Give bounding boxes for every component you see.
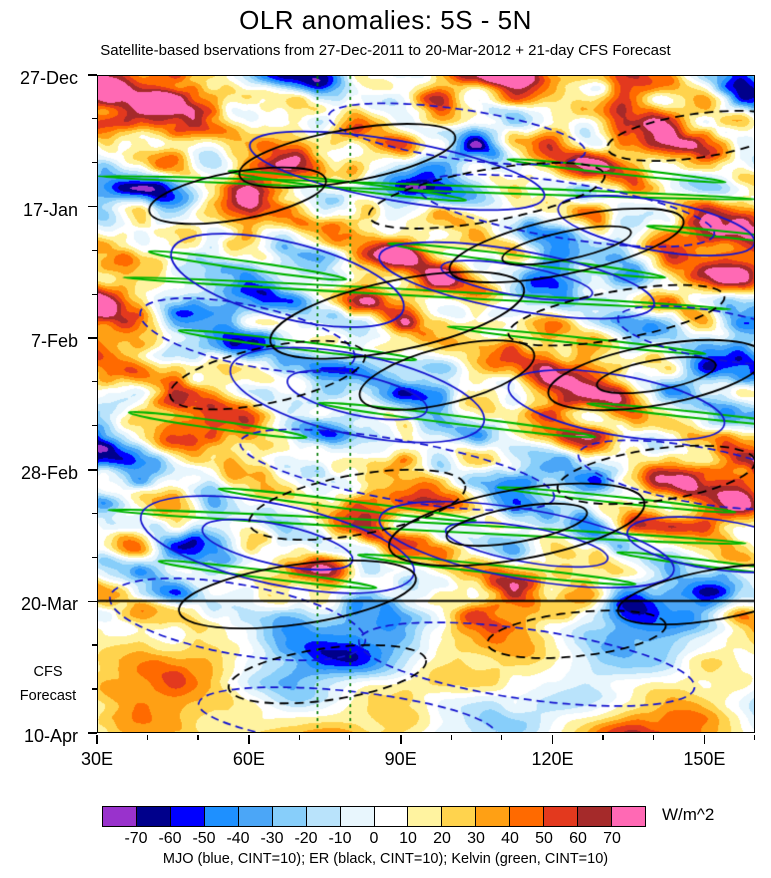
axis-tick xyxy=(551,734,554,744)
colorbar-cell xyxy=(203,807,238,826)
axis-tick xyxy=(399,734,402,744)
chart-subtitle: Satellite-based bservations from 27-Dec-… xyxy=(100,42,671,59)
colorbar-tick-label: -30 xyxy=(260,830,284,847)
colorbar-cell xyxy=(103,807,136,826)
axis-tick xyxy=(298,734,300,740)
axis-tick xyxy=(92,556,97,558)
colorbar-tick-label: -20 xyxy=(294,830,318,847)
axis-tick xyxy=(92,118,97,120)
colorbar-cell xyxy=(475,807,510,826)
colorbar-tick-label: 10 xyxy=(399,830,417,847)
colorbar-tick-label: -40 xyxy=(226,830,250,847)
colorbar-tick-label: 70 xyxy=(603,830,621,847)
axis-tick xyxy=(652,734,655,740)
colorbar-tick-label: 30 xyxy=(467,830,485,847)
y-tick-label: 10-Apr xyxy=(23,726,78,746)
y-tick-label: 7-Feb xyxy=(30,331,78,352)
colorbar xyxy=(102,806,646,827)
axis-tick xyxy=(703,734,706,744)
axis-tick xyxy=(96,734,98,744)
axis-tick xyxy=(92,512,97,515)
colorbar-cell xyxy=(543,807,578,826)
axis-tick xyxy=(501,734,503,740)
olr-anomaly-field-canvas xyxy=(98,76,754,732)
colorbar-tick-label: 0 xyxy=(369,830,379,847)
axis-tick xyxy=(754,734,756,740)
axis-tick xyxy=(92,381,97,383)
axis-tick xyxy=(450,734,452,740)
colorbar-tick-label: 20 xyxy=(433,830,451,847)
y-tick-label: 28-Feb xyxy=(20,462,78,483)
colorbar-cell xyxy=(237,807,272,826)
forecast-label: CFS Forecast xyxy=(8,660,88,708)
y-tick-label: 20-Mar xyxy=(20,594,78,615)
colorbar-tick-label: 40 xyxy=(501,830,519,847)
colorbar-cell xyxy=(305,807,340,826)
axis-tick xyxy=(92,644,97,646)
axis-tick xyxy=(602,734,604,740)
axis-tick xyxy=(88,337,97,340)
page-title: OLR anomalies: 5S - 5N xyxy=(239,5,532,35)
colorbar-tick-label: -60 xyxy=(158,830,182,847)
colorbar-cell xyxy=(271,807,306,826)
axis-tick xyxy=(146,734,148,740)
colorbar-cell xyxy=(407,807,442,826)
x-tick-label: 90E xyxy=(384,749,417,769)
axis-tick xyxy=(349,734,351,740)
axis-tick xyxy=(248,734,250,744)
axis-tick xyxy=(88,732,97,734)
colorbar-cell xyxy=(373,807,408,826)
colorbar-tick-label: 60 xyxy=(569,830,587,847)
axis-tick xyxy=(92,425,97,427)
colorbar-cell xyxy=(169,807,204,826)
colorbar-cell xyxy=(611,807,645,826)
axis-tick xyxy=(92,249,97,251)
colorbar-tick-label: 50 xyxy=(535,830,553,847)
colorbar-cell xyxy=(135,807,170,826)
colorbar-tick-label: -70 xyxy=(124,830,148,847)
axis-tick xyxy=(92,161,97,164)
colorbar-cell xyxy=(509,807,544,826)
legend-caption: MJO (blue, CINT=10); ER (black, CINT=10)… xyxy=(162,851,609,867)
axis-tick xyxy=(88,205,97,208)
x-tick-label: 120E xyxy=(531,749,574,769)
axis-tick xyxy=(92,688,97,690)
forecast-label-line1: CFS xyxy=(33,664,63,680)
forecast-label-line2: Forecast xyxy=(19,688,77,704)
axis-tick xyxy=(88,74,97,76)
colorbar-tick-label: -50 xyxy=(192,830,216,847)
y-tick-label: 27-Dec xyxy=(19,68,78,88)
colorbar-cell xyxy=(577,807,612,826)
units-label: W/m^2 xyxy=(662,805,715,824)
axis-tick xyxy=(92,293,97,295)
y-tick-label: 17-Jan xyxy=(22,199,78,220)
x-tick-label: 60E xyxy=(232,749,265,769)
colorbar-tick-label: -10 xyxy=(328,830,352,847)
colorbar-cell xyxy=(441,807,476,826)
axis-tick xyxy=(197,734,199,740)
colorbar-cell xyxy=(339,807,374,826)
x-tick-label: 150E xyxy=(683,749,726,769)
axis-tick xyxy=(88,469,97,471)
plot-area xyxy=(97,75,755,733)
x-tick-label: 30E xyxy=(80,749,114,769)
axis-tick xyxy=(88,600,97,603)
